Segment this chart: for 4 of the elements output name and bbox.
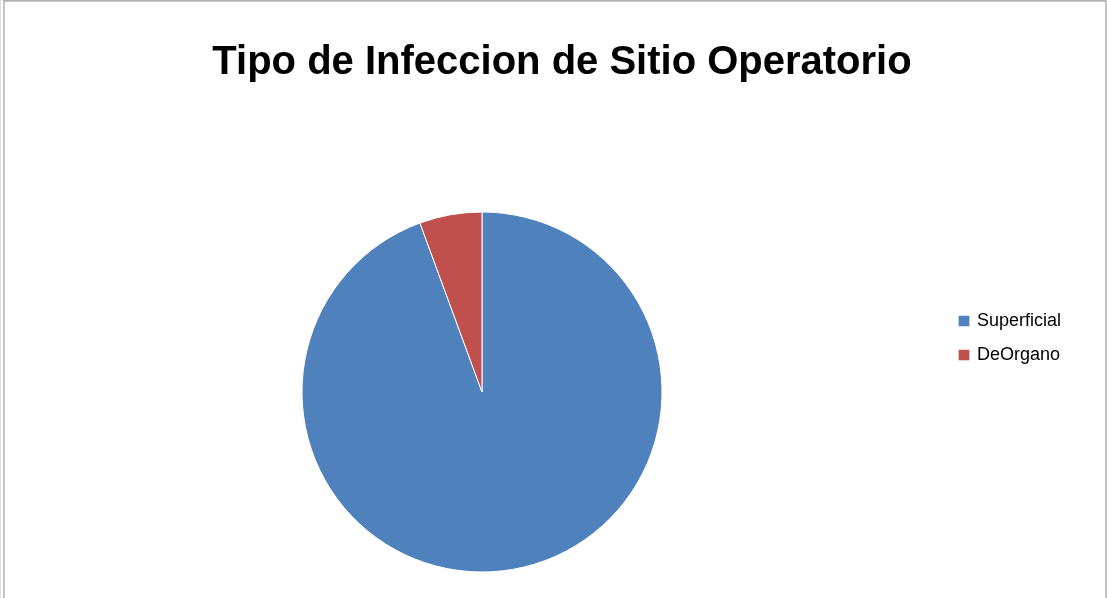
chart-title: Tipo de Infeccion de Sitio Operatorio [212, 38, 912, 82]
legend-label: Superficial [977, 310, 1062, 330]
pie-slice [301, 211, 663, 573]
legend-label: DeOrgano [977, 344, 1061, 364]
